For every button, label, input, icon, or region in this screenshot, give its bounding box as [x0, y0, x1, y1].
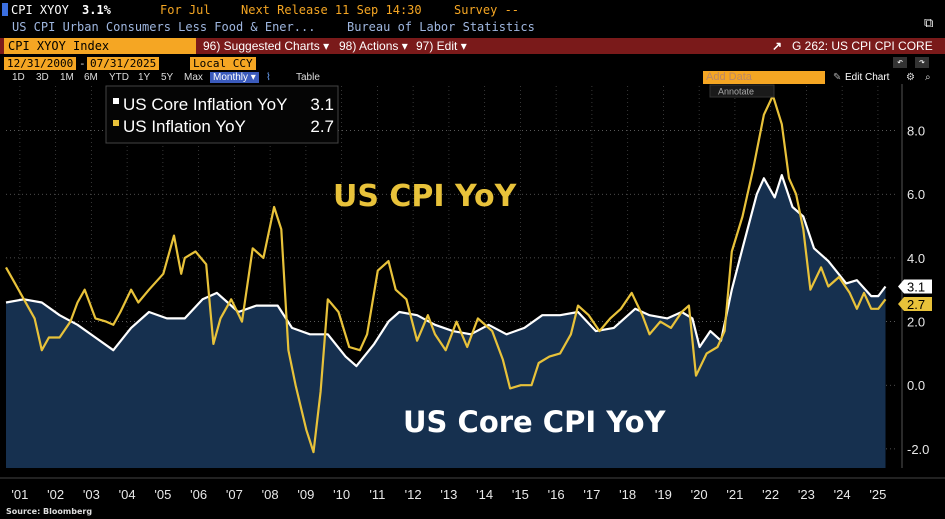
- x-tick-label: '02: [47, 487, 64, 502]
- core-series-line[interactable]: [5, 174, 887, 368]
- x-tick-label: '15: [512, 487, 529, 502]
- annotate-button[interactable]: Annotate: [709, 84, 775, 98]
- zoom-icon[interactable]: ⌕: [925, 72, 931, 83]
- data-source: Bureau of Labor Statistics: [347, 20, 535, 34]
- x-tick-label: '16: [548, 487, 565, 502]
- series-description: US CPI Urban Consumers Less Food & Ener.…: [12, 20, 316, 34]
- x-tick-label: '11: [369, 487, 385, 502]
- y-tick-label: 4.0: [907, 251, 925, 266]
- period-1m[interactable]: 1M: [60, 72, 74, 83]
- x-tick-label: '25: [869, 487, 886, 502]
- annotate-label: Annotate: [718, 87, 754, 97]
- y-tick-label: 2.0: [907, 315, 925, 330]
- line-chart-icon[interactable]: ⌇: [266, 72, 271, 83]
- core-series-area: [6, 175, 886, 468]
- y-tick-label: 6.0: [907, 187, 925, 202]
- description-row: US CPI Urban Consumers Less Food & Ener.…: [0, 16, 945, 36]
- date-separator: -: [79, 57, 86, 70]
- edit-button[interactable]: 97) Edit ▾: [416, 39, 467, 53]
- headline-series-line[interactable]: [5, 94, 887, 454]
- ticker[interactable]: CPI XYOY: [11, 3, 69, 17]
- core-last-value-tag: 3.1: [907, 280, 925, 295]
- popout-icon[interactable]: ⧉: [924, 16, 934, 31]
- redo-icon[interactable]: ↷: [915, 57, 930, 68]
- y-axis: -2.0 0.0 2.0 4.0 6.0 8.0: [901, 84, 929, 468]
- currency-field[interactable]: Local CCY: [190, 57, 256, 70]
- period-label: For Jul: [160, 3, 211, 17]
- suggested-charts-button[interactable]: 96) Suggested Charts ▾: [203, 39, 330, 53]
- legend: US Core Inflation YoY 3.1 US Inflation Y…: [105, 85, 339, 144]
- x-tick-label: '04: [119, 487, 136, 502]
- y-tick-label: -2.0: [907, 442, 929, 457]
- x-tick-label: '17: [583, 487, 600, 502]
- actions-button[interactable]: 98) Actions ▾: [339, 39, 408, 53]
- x-tick-label: '08: [262, 487, 279, 502]
- x-tick-label: '07: [226, 487, 243, 502]
- core-annotation: US Core CPI YoY: [403, 405, 666, 439]
- last-value-tags: 3.12.7: [898, 279, 932, 312]
- legend-headline-label: US Inflation YoY: [123, 117, 246, 136]
- core-last-value-tag-bg: [898, 279, 932, 294]
- settings-icon[interactable]: ⚙: [906, 72, 915, 83]
- security-field[interactable]: CPI XYOY Index: [4, 38, 196, 54]
- export-icon[interactable]: ↗: [772, 39, 783, 53]
- period-6m[interactable]: 6M: [84, 72, 98, 83]
- headline-last-value-tag-bg: [898, 297, 932, 312]
- next-release: Next Release 11 Sep 14:30: [241, 3, 422, 17]
- x-tick-label: '22: [762, 487, 779, 502]
- legend-core-label: US Core Inflation YoY: [123, 95, 287, 114]
- chart-id: G 262: US CPI CPI CORE: [792, 39, 933, 53]
- period-3d[interactable]: 3D: [36, 72, 49, 83]
- headline-last-value-tag: 2.7: [907, 297, 925, 312]
- legend-headline-value: 2.7: [310, 117, 334, 136]
- x-tick-label: '03: [83, 487, 100, 502]
- x-tick-label: '19: [655, 487, 672, 502]
- edit-chart-button[interactable]: Edit Chart: [845, 72, 890, 83]
- period-5y[interactable]: 5Y: [161, 72, 174, 83]
- x-tick-label: '12: [405, 487, 422, 502]
- x-axis: '01 '02 '03 '04 '05 '06 '07 '08 '09 '10 '11 '12 '13 '…: [0, 477, 945, 502]
- end-date-field[interactable]: 07/31/2025: [87, 57, 160, 70]
- x-tick-label: '05: [154, 487, 171, 502]
- headline-annotation: US CPI YoY: [333, 179, 518, 214]
- period-selector: 1D 3D 1M 6M YTD 1Y 5Y Max Monthly ▾ ⌇ Ta…: [0, 71, 945, 85]
- ticker-marker: [2, 3, 8, 16]
- x-tick-label: '09: [297, 487, 314, 502]
- period-1d[interactable]: 1D: [12, 72, 25, 83]
- x-tick-label: '18: [619, 487, 636, 502]
- legend-core-swatch: [113, 98, 119, 104]
- x-tick-label: '20: [691, 487, 708, 502]
- x-tick-label: '14: [476, 487, 493, 502]
- x-tick-label: '23: [798, 487, 815, 502]
- header-row: CPI XYOY 3.1% For Jul Next Release 11 Se…: [0, 3, 945, 19]
- pencil-icon: ✎: [833, 72, 842, 83]
- undo-icon[interactable]: ↶: [893, 57, 908, 68]
- date-range-row: 12/31/2000 - 07/31/2025 Local CCY ↶ ↷: [0, 57, 945, 71]
- x-tick-label: '13: [440, 487, 457, 502]
- y-tick-label: 0.0: [907, 378, 925, 393]
- toolbar: CPI XYOY Index 96) Suggested Charts ▾ 98…: [0, 38, 945, 54]
- add-data-field[interactable]: Add Data: [703, 71, 825, 84]
- period-max[interactable]: Max: [184, 72, 203, 83]
- x-tick-label: '06: [190, 487, 207, 502]
- survey: Survey --: [454, 3, 520, 17]
- source-footer: Source: Bloomberg: [6, 507, 92, 516]
- legend-core-value: 3.1: [310, 95, 334, 114]
- x-tick-label: '21: [726, 487, 743, 502]
- frequency-dropdown[interactable]: Monthly ▾: [210, 72, 259, 83]
- table-button[interactable]: Table: [296, 72, 320, 83]
- y-tick-label: 8.0: [907, 124, 925, 139]
- current-value: 3.1%: [82, 3, 111, 17]
- period-ytd[interactable]: YTD: [109, 72, 129, 83]
- legend-headline-swatch: [113, 120, 119, 126]
- x-tick-label: '24: [834, 487, 851, 502]
- x-tick-label: '01: [11, 487, 28, 502]
- period-1y[interactable]: 1Y: [138, 72, 151, 83]
- x-tick-label: '10: [333, 487, 350, 502]
- start-date-field[interactable]: 12/31/2000: [4, 57, 77, 70]
